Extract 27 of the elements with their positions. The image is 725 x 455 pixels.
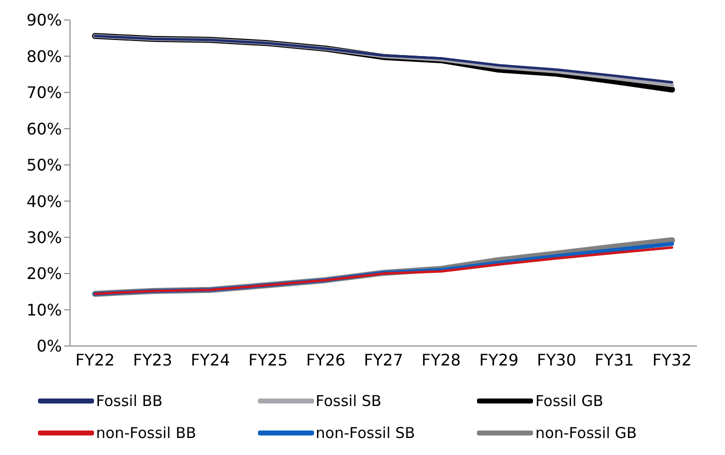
legend-label: non-Fossil BB: [96, 424, 196, 442]
y-tick-label: 30%: [26, 228, 62, 248]
x-tick-label: FY30: [536, 350, 576, 370]
x-tick-label: FY23: [133, 350, 172, 370]
x-tick-label: FY27: [364, 350, 404, 370]
y-tick-label: 90%: [26, 10, 62, 30]
y-tick-label: 20%: [26, 264, 62, 284]
x-tick-label: FY25: [248, 350, 288, 370]
y-tick-label: 70%: [26, 83, 62, 102]
y-tick-label: 40%: [26, 192, 62, 211]
legend-label: Fossil SB: [316, 392, 382, 410]
y-tick-label: 10%: [26, 300, 62, 320]
y-tick-label: 80%: [26, 46, 62, 66]
legend-label: non-Fossil GB: [535, 424, 637, 442]
y-tick-label: 0%: [36, 336, 62, 356]
y-tick-label: 50%: [26, 156, 62, 175]
x-tick-label: FY29: [479, 350, 519, 370]
y-tick-label: 60%: [26, 119, 62, 138]
x-tick-label: FY22: [75, 350, 115, 370]
x-tick-label: FY28: [422, 350, 461, 370]
legend-label: non-Fossil SB: [316, 424, 416, 442]
x-tick-label: FY26: [306, 350, 346, 370]
x-tick-label: FY32: [652, 350, 692, 370]
x-tick-label: FY31: [594, 350, 634, 370]
legend-label: Fossil BB: [96, 392, 163, 410]
x-tick-label: FY24: [190, 350, 230, 370]
legend-label: Fossil GB: [535, 392, 604, 410]
